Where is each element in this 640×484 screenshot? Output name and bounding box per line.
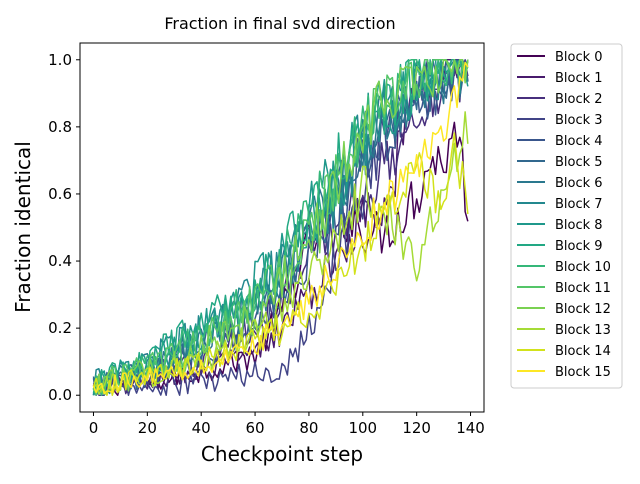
legend-entry: Block 15 <box>517 365 611 380</box>
legend-label: Block 0 <box>555 50 603 65</box>
legend-label: Block 5 <box>555 155 603 170</box>
x-tick-label: 60 <box>246 419 265 437</box>
legend-label: Block 14 <box>555 344 611 359</box>
y-tick-label: 0.6 <box>48 185 72 203</box>
x-tick-label: 40 <box>192 419 211 437</box>
legend-entry: Block 3 <box>517 113 603 128</box>
x-axis-label: Checkpoint step <box>201 442 363 466</box>
y-tick-label: 0.8 <box>48 118 72 136</box>
x-tick-label: 0 <box>89 419 99 437</box>
legend: Block 0 Block 1 Block 2 Block 3 Block 4 Block… <box>510 43 623 389</box>
y-tick-label: 1.0 <box>48 51 72 69</box>
legend-label: Block 10 <box>555 260 611 275</box>
legend-entry: Block 4 <box>517 134 603 149</box>
y-tick-label: 0.4 <box>48 252 72 270</box>
chart-title: Fraction in final svd direction <box>164 14 395 33</box>
series-line-block-15 <box>92 61 469 395</box>
x-tick-label: 120 <box>402 419 431 437</box>
x-tick-label: 20 <box>138 419 157 437</box>
legend-label: Block 11 <box>555 281 611 296</box>
legend-label: Block 6 <box>555 176 603 191</box>
legend-label: Block 8 <box>555 218 603 233</box>
legend-entry: Block 12 <box>517 302 611 317</box>
x-tick-label: 80 <box>299 419 318 437</box>
legend-entry: Block 7 <box>517 197 603 212</box>
legend-entry: Block 5 <box>517 155 603 170</box>
legend-entry: Block 0 <box>517 50 603 65</box>
series-line-block-14 <box>92 132 469 396</box>
y-tick-label: 0.0 <box>48 386 72 404</box>
legend-entry: Block 9 <box>517 239 603 254</box>
legend-label: Block 9 <box>555 239 603 254</box>
series-layer <box>92 59 469 396</box>
legend-entry: Block 8 <box>517 218 603 233</box>
legend-label: Block 4 <box>555 134 603 149</box>
x-tick-label: 140 <box>456 419 485 437</box>
y-axis: 0.0 0.2 0.4 0.6 0.8 1.0 <box>48 51 80 404</box>
y-tick-label: 0.2 <box>48 319 72 337</box>
legend-label: Block 12 <box>555 302 611 317</box>
y-axis-label: Fraction identical <box>11 141 35 313</box>
legend-entry: Block 13 <box>517 323 611 338</box>
legend-entry: Block 6 <box>517 176 603 191</box>
x-tick-label: 100 <box>348 419 377 437</box>
legend-label: Block 3 <box>555 113 603 128</box>
legend-label: Block 2 <box>555 92 603 107</box>
legend-label: Block 13 <box>555 323 611 338</box>
legend-entry: Block 14 <box>517 344 611 359</box>
legend-entry: Block 10 <box>517 260 611 275</box>
legend-box <box>510 43 623 389</box>
legend-label: Block 7 <box>555 197 603 212</box>
plot-frame <box>79 42 485 413</box>
legend-entry: Block 2 <box>517 92 603 107</box>
legend-label: Block 1 <box>555 71 603 86</box>
legend-entry: Block 11 <box>517 281 611 296</box>
legend-entry: Block 1 <box>517 71 603 86</box>
legend-label: Block 15 <box>555 365 611 380</box>
x-axis: 0 20 40 60 80 100 120 140 <box>89 412 485 437</box>
series-line-block-11 <box>92 59 469 396</box>
